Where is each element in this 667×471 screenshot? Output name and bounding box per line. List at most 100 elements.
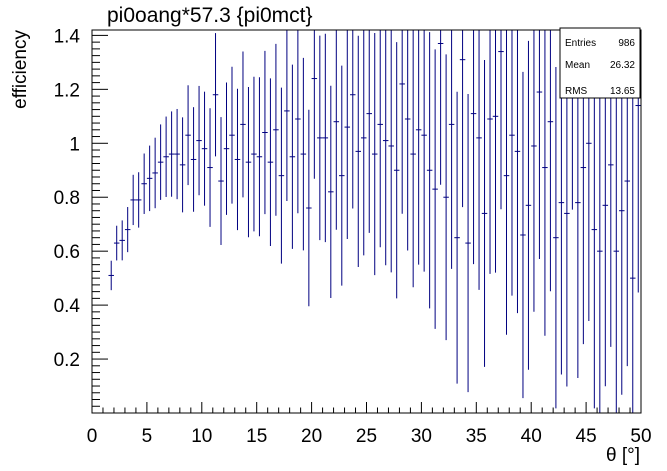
data-point xyxy=(273,43,279,216)
plot-title: pi0oang*57.3 {pi0mct} xyxy=(107,4,313,27)
data-point xyxy=(503,30,510,335)
data-point xyxy=(168,111,175,197)
x-tick-label: 40 xyxy=(521,426,542,447)
data-point xyxy=(322,33,329,243)
data-point xyxy=(190,107,197,212)
data-point xyxy=(146,145,153,212)
data-point xyxy=(399,30,405,214)
x-tick-label: 10 xyxy=(191,426,212,447)
data-point xyxy=(487,30,493,274)
stats-rms-value: 13.65 xyxy=(610,86,635,97)
plot-frame xyxy=(91,29,642,414)
y-tick-label: 1.2 xyxy=(54,80,80,101)
stats-mean-label: Mean xyxy=(565,60,590,71)
y-axis-title: efficiency xyxy=(10,30,31,109)
axes: 0 5 10 15 20 25 30 35 40 45 50 0.2 0.4 0.6 0.8 1 1.2 1.4 xyxy=(54,26,652,447)
data-point xyxy=(350,30,356,209)
data-point xyxy=(355,35,362,267)
data-point xyxy=(426,32,433,309)
data-point xyxy=(317,35,323,241)
data-point xyxy=(465,94,471,393)
data-point xyxy=(542,30,548,336)
data-point xyxy=(476,30,482,290)
data-point xyxy=(630,92,636,413)
data-point xyxy=(432,49,438,329)
data-point xyxy=(141,153,147,214)
data-point xyxy=(234,88,241,231)
data-point xyxy=(531,30,537,312)
data-point xyxy=(163,116,169,197)
data-point xyxy=(404,30,411,251)
y-tick-label: 0.6 xyxy=(54,242,80,263)
data-point xyxy=(366,30,372,233)
data-point xyxy=(135,172,142,228)
data-point xyxy=(289,64,296,249)
data-point xyxy=(179,117,186,213)
data-point xyxy=(388,30,394,273)
data-point xyxy=(339,65,345,286)
data-point xyxy=(284,30,290,202)
data-point xyxy=(520,71,526,399)
x-tick-label: 0 xyxy=(87,426,98,447)
data-point xyxy=(218,117,224,245)
data-point xyxy=(525,40,532,370)
data-point xyxy=(613,68,620,413)
data-point xyxy=(256,77,263,237)
x-axis-title: θ [°] xyxy=(606,445,640,466)
data-point xyxy=(410,30,416,288)
data-point xyxy=(393,42,400,299)
data-point xyxy=(300,57,307,251)
data-point xyxy=(251,76,257,232)
data-point xyxy=(553,66,559,409)
data-point xyxy=(185,85,191,186)
data-point xyxy=(536,30,543,260)
y-tick-label: 0.4 xyxy=(54,296,81,317)
data-point xyxy=(245,87,252,238)
data-point xyxy=(328,85,334,298)
data-point xyxy=(481,59,488,367)
data-point xyxy=(344,30,351,239)
stats-box: Entries 986 Mean 26.32 RMS 13.65 xyxy=(559,27,641,99)
x-tick-label: 20 xyxy=(301,426,322,447)
data-point xyxy=(119,220,125,261)
data-point xyxy=(130,174,136,226)
data-point xyxy=(306,109,312,307)
data-point xyxy=(212,33,219,157)
data-point xyxy=(124,207,131,253)
data-point xyxy=(174,108,180,200)
data-point xyxy=(421,30,427,272)
data-point xyxy=(514,30,521,314)
data-marks xyxy=(108,30,641,413)
y-tick-label: 0.2 xyxy=(54,350,80,371)
data-point xyxy=(498,30,504,210)
data-point xyxy=(454,91,460,384)
x-tick-label: 45 xyxy=(576,426,597,447)
x-tick-label: 35 xyxy=(466,426,487,447)
data-point xyxy=(509,30,515,296)
data-point xyxy=(492,30,499,273)
y-tick-label: 0.8 xyxy=(54,188,80,209)
data-point xyxy=(295,30,301,214)
data-point xyxy=(267,78,274,246)
x-tick-label: 25 xyxy=(356,426,377,447)
stats-box-frame xyxy=(559,27,641,99)
data-point xyxy=(371,33,378,276)
data-point xyxy=(262,50,268,215)
x-tick-label: 50 xyxy=(630,426,651,447)
data-point xyxy=(377,30,383,248)
data-point xyxy=(311,30,318,179)
data-point xyxy=(278,87,285,264)
data-point xyxy=(415,30,422,265)
data-point xyxy=(459,30,466,208)
x-tick-label: 5 xyxy=(142,426,153,447)
y-tick-label: 1.4 xyxy=(54,26,81,47)
data-point xyxy=(591,50,598,409)
data-point xyxy=(229,66,235,204)
data-point xyxy=(470,30,477,265)
data-point xyxy=(443,54,449,341)
x-tick-label: 15 xyxy=(246,426,267,447)
data-point xyxy=(157,124,164,200)
stats-entries-label: Entries xyxy=(565,38,596,49)
data-point xyxy=(437,30,444,185)
